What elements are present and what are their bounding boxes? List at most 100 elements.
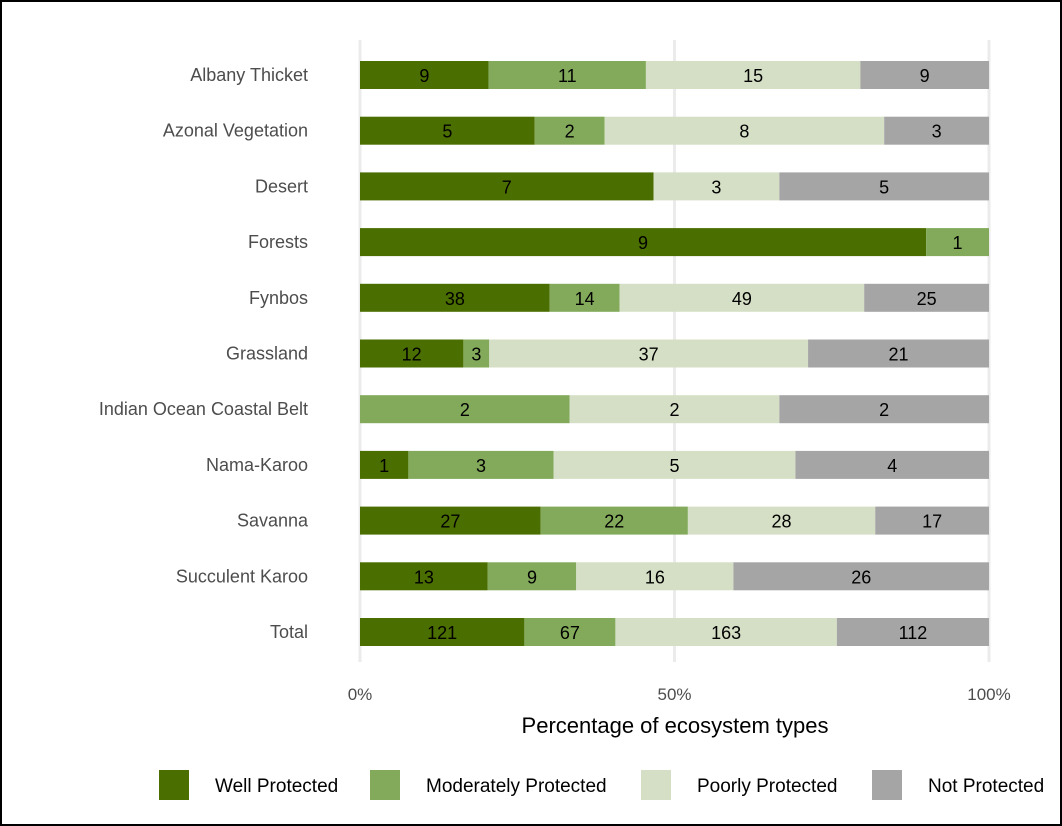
bar-value-label: 27: [440, 512, 460, 532]
bar-segment: [360, 562, 488, 591]
bar-segment: [687, 506, 876, 535]
bar-segment: [463, 339, 490, 368]
bar-segment: [808, 339, 989, 368]
category-label: Savanna: [237, 511, 309, 531]
x-tick-label: 100%: [967, 685, 1010, 704]
bar-segment: [534, 116, 605, 145]
bar-value-label: 4: [887, 456, 897, 476]
legend-label: Not Protected: [928, 776, 1044, 797]
bar-value-label: 163: [711, 623, 741, 643]
legend-label: Poorly Protected: [697, 776, 837, 797]
bar-segment: [360, 618, 525, 646]
bar-segment: [360, 450, 409, 479]
bar-segment: [615, 618, 837, 646]
bar-value-label: 28: [772, 512, 792, 532]
bar-segment: [779, 172, 989, 201]
bar-value-label: 7: [502, 177, 512, 197]
category-label: Forests: [248, 232, 308, 252]
bar-segment: [576, 562, 734, 591]
x-axis-title: Percentage of ecosystem types: [522, 713, 829, 738]
bar-value-label: 5: [669, 456, 679, 476]
x-axis-ticks: 0% 50% 100%: [348, 685, 1011, 704]
bar-value-label: 3: [476, 456, 486, 476]
bar-value-label: 26: [851, 567, 871, 587]
bar-value-label: 37: [639, 345, 659, 365]
bar-value-label: 17: [922, 512, 942, 532]
bar-value-label: 2: [460, 400, 470, 420]
category-labels: Albany Thicket Azonal Vegetation Desert For…: [99, 65, 309, 642]
bar-segment: [619, 283, 865, 312]
bar-segment: [795, 450, 989, 479]
category-label: Desert: [255, 176, 308, 196]
bar-value-label: 2: [565, 122, 575, 142]
bar-segment: [487, 562, 577, 591]
bar-segment: [360, 395, 570, 424]
category-label: Fynbos: [249, 288, 308, 308]
category-label: Grassland: [226, 344, 308, 364]
bar-segment: [540, 506, 688, 535]
bar-segment: [489, 339, 809, 368]
legend-key: [872, 770, 902, 800]
bar-segment: [360, 116, 535, 145]
legend-label: Well Protected: [215, 776, 338, 797]
bar-value-label: 21: [889, 345, 909, 365]
bar-segment: [926, 228, 989, 257]
bar-value-label: 1: [953, 233, 963, 253]
bar-value-label: 1: [379, 456, 389, 476]
bar-segment: [569, 395, 780, 424]
legend-key: [641, 770, 671, 800]
category-label: Total: [270, 622, 308, 642]
bar-value-label: 15: [743, 66, 763, 86]
category-label: Succulent Karoo: [176, 566, 308, 586]
bar-segment: [553, 450, 796, 479]
bar-value-label: 49: [732, 289, 752, 309]
bar-value-label: 9: [419, 66, 429, 86]
legend-key: [159, 770, 189, 800]
bar-segment: [836, 618, 989, 646]
bar-value-label: 12: [402, 345, 422, 365]
bar-segment: [733, 562, 989, 591]
bar-segment: [604, 116, 885, 145]
bar-segment: [360, 172, 654, 201]
category-label: Albany Thicket: [190, 65, 308, 85]
bar-value-label: 8: [739, 122, 749, 142]
category-label: Nama-Karoo: [206, 455, 308, 475]
x-tick-label: 50%: [657, 685, 691, 704]
bar-value-label: 38: [445, 289, 465, 309]
bar-segment: [360, 228, 927, 257]
bar-segment: [360, 339, 464, 368]
bar-value-label: 9: [638, 233, 648, 253]
bar-value-label: 3: [932, 122, 942, 142]
bar-value-label: 2: [879, 400, 889, 420]
bar-value-label: 5: [442, 122, 452, 142]
bar-segment: [549, 283, 620, 312]
category-label: Indian Ocean Coastal Belt: [99, 399, 308, 419]
bar-segment: [524, 618, 616, 646]
bar-value-label: 9: [527, 567, 537, 587]
bar-segment: [860, 61, 989, 89]
bar-value-label: 11: [558, 66, 577, 86]
bar-segment: [884, 116, 989, 145]
bar-value-label: 3: [711, 177, 721, 197]
bar-segment: [875, 506, 989, 535]
bar-value-label: 121: [427, 623, 457, 643]
bar-value-label: 22: [604, 512, 624, 532]
category-label: Azonal Vegetation: [163, 121, 308, 141]
legend-label: Moderately Protected: [426, 776, 607, 797]
bar-segment: [653, 172, 780, 201]
bar-value-label: 67: [560, 623, 580, 643]
bar-segment: [488, 61, 646, 89]
bar-value-label: 16: [645, 567, 665, 587]
bar-value-label: 112: [899, 623, 928, 643]
bar-value-label: 9: [920, 66, 930, 86]
bar-value-label: 2: [669, 400, 679, 420]
bar-segment: [360, 506, 541, 535]
bar-segment: [864, 283, 989, 312]
bar-segment: [408, 450, 554, 479]
bar-segment: [779, 395, 989, 424]
bar-value-label: 13: [414, 567, 434, 587]
legend: Well Protected Moderately Protected Poorly…: [159, 770, 1044, 800]
bar-value-label: 25: [917, 289, 937, 309]
